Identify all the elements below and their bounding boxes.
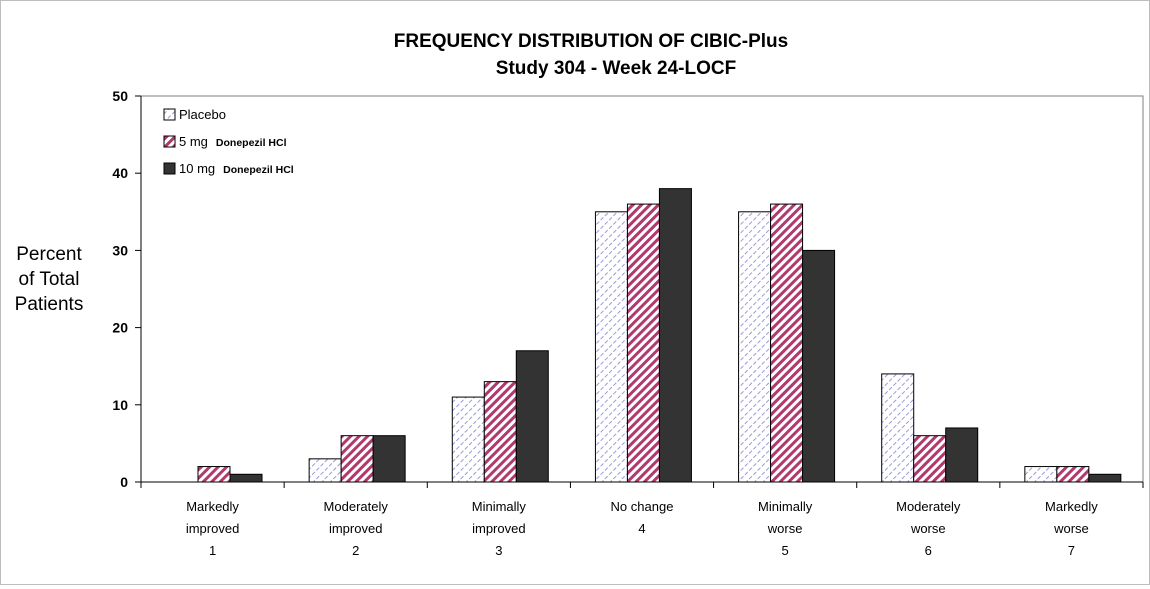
x-category-label: 6: [925, 543, 932, 558]
x-category-label: worse: [1053, 521, 1089, 536]
x-category-label: worse: [767, 521, 803, 536]
y-tick-label: 50: [112, 88, 128, 104]
y-tick-label: 20: [112, 320, 128, 336]
bar-fivemg-cat-2: [340, 435, 374, 483]
x-category-label: Minimally: [758, 499, 813, 514]
bar-placebo-cat-5: [738, 211, 772, 483]
bar-fivemg-cat-5: [770, 203, 804, 483]
x-category-label: Minimally: [472, 499, 527, 514]
x-category-label: Markedly: [186, 499, 239, 514]
legend-label-placebo: Placebo: [179, 107, 226, 122]
x-axis-labels: Markedly improved 1 Moderately improved 2 Mini…: [186, 499, 1098, 558]
bar-placebo-cat-3: [451, 396, 485, 483]
legend-label-fivemg: 5 mg: [179, 134, 208, 149]
x-category-label: 1: [209, 543, 216, 558]
bar-tenmg-cat-4: [658, 188, 692, 483]
bars: [197, 188, 1122, 483]
x-category-label: Markedly: [1045, 499, 1098, 514]
chart-subtitle: Study 304 - Week 24-LOCF: [496, 58, 736, 79]
x-category-label: improved: [329, 521, 382, 536]
legend-swatch-placebo: [163, 108, 176, 121]
x-category-label: No change: [611, 499, 674, 514]
y-tick-label: 30: [112, 242, 128, 258]
legend-sublabel-tenmg: Donepezil HCl: [223, 164, 294, 176]
bar-fivemg-cat-4: [626, 203, 660, 483]
bar-tenmg-cat-6: [945, 427, 979, 483]
y-tick-label: 40: [112, 165, 128, 181]
legend-swatch-fivemg: [163, 135, 176, 148]
y-tick-label: 10: [112, 397, 128, 413]
bar-fivemg-cat-3: [483, 381, 517, 483]
legend-sublabel-fivemg: Donepezil HCl: [216, 137, 287, 149]
bar-fivemg-cat-6: [913, 435, 947, 483]
x-category-label: 4: [638, 521, 645, 536]
x-category-label: 7: [1068, 543, 1075, 558]
x-category-label: 3: [495, 543, 502, 558]
bar-tenmg-cat-5: [802, 249, 836, 483]
bar-tenmg-cat-2: [372, 435, 406, 483]
bar-tenmg-cat-3: [515, 350, 549, 483]
x-category-label: Moderately: [324, 499, 389, 514]
legend-label-tenmg: 10 mg: [179, 161, 215, 176]
x-category-label: Moderately: [896, 499, 961, 514]
chart-title: FREQUENCY DISTRIBUTION OF CIBIC-Plus: [394, 31, 788, 52]
y-axis-label-line-3: Patients: [15, 294, 84, 315]
y-tick-label: 0: [120, 474, 128, 490]
x-category-label: 5: [782, 543, 789, 558]
bar-placebo-cat-4: [594, 211, 628, 483]
bar-placebo-cat-7: [1024, 466, 1058, 483]
bar-fivemg-cat-1: [197, 466, 231, 483]
bar-tenmg-cat-7: [1088, 473, 1122, 483]
y-axis-label-line-2: of Total: [19, 269, 80, 290]
legend-swatch-tenmg: [163, 162, 176, 175]
y-axis-label-line-1: Percent: [16, 244, 82, 265]
bar-placebo-cat-6: [881, 373, 915, 483]
x-category-label: improved: [186, 521, 239, 536]
bar-tenmg-cat-1: [229, 473, 263, 483]
x-category-label: worse: [910, 521, 946, 536]
bar-fivemg-cat-7: [1056, 466, 1090, 483]
x-category-label: 2: [352, 543, 359, 558]
x-category-label: improved: [472, 521, 525, 536]
bar-placebo-cat-2: [308, 458, 342, 483]
